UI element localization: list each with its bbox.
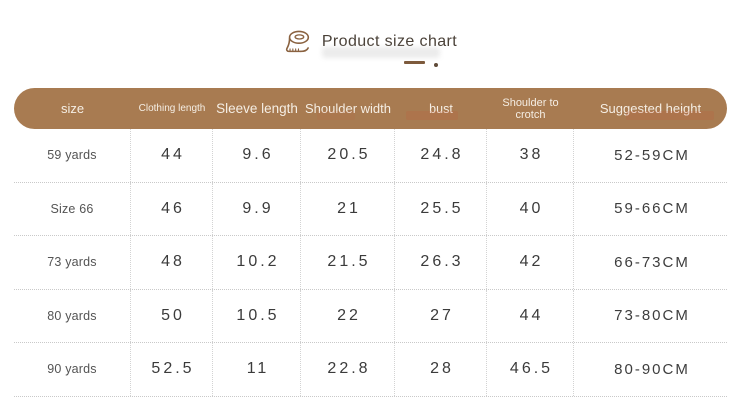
col-header-sleeve-length: Sleeve length [216, 101, 298, 116]
cell-sleeve-length: 11 [213, 343, 301, 396]
cell-clothing-length: 52.5 [131, 343, 213, 396]
table-row: 59 yards 44 9.6 20.5 24.8 38 52-59CM [14, 129, 727, 183]
cell-size: 59 yards [14, 129, 131, 182]
cell-bust: 24.8 [395, 129, 487, 182]
cell-suggested-height: 73-80CM [614, 307, 690, 325]
col-header-clothing-length: Clothing length [138, 103, 206, 114]
cell-clothing-length: 46 [131, 182, 213, 235]
cell-shoulder-to-crotch: 42 [487, 236, 574, 289]
cell-clothing-length: 48 [131, 236, 213, 289]
header-highlight-smudge [626, 111, 714, 120]
cell-bust: 28 [395, 343, 487, 396]
size-table: size Clothing length Sleeve length Shoul… [14, 88, 727, 397]
tape-measure-icon [285, 30, 309, 53]
cell-size: 90 yards [14, 343, 131, 396]
cell-clothing-length: 44 [131, 129, 213, 182]
header-highlight-smudge [317, 111, 355, 120]
cell-bust: 25.5 [395, 182, 487, 235]
cell-size: 73 yards [14, 236, 131, 289]
cell-shoulder-to-crotch: 40 [487, 182, 574, 235]
cell-shoulder-width: 22.8 [301, 343, 395, 396]
cell-shoulder-width: 21 [301, 182, 395, 235]
cell-shoulder-width: 21.5 [301, 236, 395, 289]
cell-size: Size 66 [14, 182, 131, 235]
title-underline-dot [434, 63, 438, 67]
title-underline-dash [404, 61, 425, 64]
cell-shoulder-width: 20.5 [301, 129, 395, 182]
cell-bust: 27 [395, 289, 487, 342]
table-row: Size 66 46 9.9 21 25.5 40 59-66CM [14, 182, 727, 236]
cell-suggested-height: 80-90CM [614, 360, 690, 378]
table-row: 80 yards 50 10.5 22 27 44 73-80CM [14, 289, 727, 343]
title-bar: Product size chart [0, 27, 740, 57]
col-header-bust: bust [429, 101, 453, 116]
cell-shoulder-to-crotch: 44 [487, 289, 574, 342]
col-header-size: size [60, 101, 85, 116]
cell-sleeve-length: 10.2 [213, 236, 301, 289]
page-title: Product size chart [321, 33, 458, 50]
cell-size: 80 yards [14, 289, 131, 342]
header-highlight-smudge [406, 111, 458, 120]
cell-bust: 26.3 [395, 236, 487, 289]
cell-suggested-height: 66-73CM [614, 253, 690, 271]
cell-sleeve-length: 10.5 [213, 289, 301, 342]
cell-shoulder-width: 22 [301, 289, 395, 342]
blurred-subtitle-smudge [322, 47, 440, 58]
col-header-shoulder-width: Shoulder width [305, 101, 391, 116]
cell-sleeve-length: 9.9 [213, 182, 301, 235]
cell-suggested-height: 52-59CM [614, 146, 690, 164]
cell-clothing-length: 50 [131, 289, 213, 342]
cell-suggested-height: 59-66CM [614, 200, 690, 218]
table-header-row: size Clothing length Sleeve length Shoul… [14, 88, 727, 129]
col-header-shoulder-to-crotch: Shoulder to crotch [502, 96, 559, 121]
table-row: 90 yards 52.5 11 22.8 28 46.5 80-90CM [14, 343, 727, 397]
cell-sleeve-length: 9.6 [213, 129, 301, 182]
cell-shoulder-to-crotch: 46.5 [487, 343, 574, 396]
col-header-suggested-height: Suggested height [599, 101, 702, 116]
cell-shoulder-to-crotch: 38 [487, 129, 574, 182]
table-row: 73 yards 48 10.2 21.5 26.3 42 66-73CM [14, 236, 727, 290]
